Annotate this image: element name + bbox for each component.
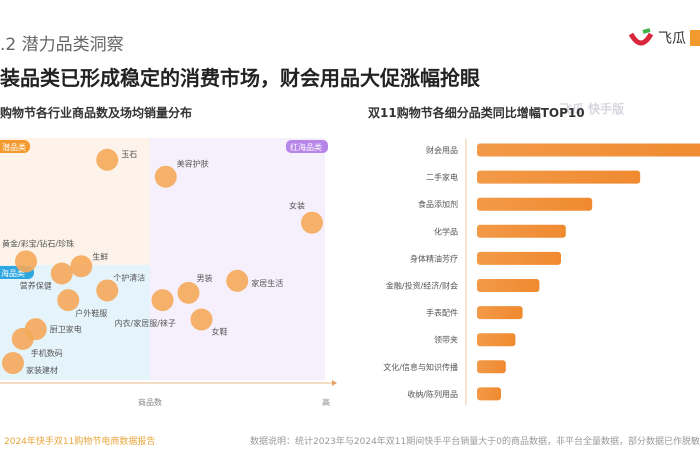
bubble-label: 厨卫家电: [50, 324, 82, 334]
bar-label: 食品添加剂: [418, 199, 458, 209]
logo: 飞瓜: [628, 28, 700, 48]
section-heading: .2 潜力品类洞察: [0, 35, 124, 55]
bubble-label: 男装: [197, 273, 213, 283]
bar: [477, 143, 700, 157]
bubble-label: 家居生活: [251, 278, 283, 288]
bubble-label: 手机数码: [31, 348, 63, 358]
bubble: [154, 165, 177, 188]
bar: [477, 333, 516, 347]
bar-label: 化学品: [434, 226, 458, 236]
bar: [477, 224, 566, 238]
bar: [477, 197, 593, 211]
x-axis-arrow: [332, 380, 337, 386]
bar-label: 身体精油芳疗: [410, 253, 458, 263]
bar: [477, 251, 561, 265]
bar-label: 金融/投资/经济/财会: [386, 281, 458, 291]
bar: [477, 306, 523, 320]
tag-potential: [0, 140, 30, 153]
bubble: [11, 327, 34, 350]
tag-blue-label: 海品类: [1, 268, 25, 278]
bubble: [96, 148, 119, 171]
bar-label: 财会用品: [426, 145, 458, 155]
tag-potential-label: 潜品类: [2, 142, 26, 152]
x-axis-label: 商品数: [138, 397, 162, 407]
bubble: [177, 281, 200, 304]
bubble-label: 女装: [289, 201, 305, 211]
bar-title: 双11购物节各细分品类同比增幅TOP10: [368, 106, 585, 120]
bubble: [57, 289, 80, 312]
bar: [477, 387, 501, 401]
bubble-label: 美容护肤: [177, 159, 209, 169]
logo-icon: [628, 28, 654, 46]
logo-badge: [690, 30, 700, 46]
bubble-label: 家装建材: [26, 365, 58, 375]
bubble-label: 玉石: [121, 150, 137, 159]
bubble: [96, 279, 119, 302]
bar-label: 二手家电: [426, 172, 458, 182]
bubble: [50, 262, 73, 285]
bar: [477, 279, 540, 292]
bubble: [301, 211, 323, 234]
bubble: [151, 289, 174, 312]
bar-label: 文化/信息与知识传播: [383, 362, 458, 372]
quadrant-blue: [0, 265, 150, 380]
bar: [477, 170, 641, 184]
bubble-label: 营养保健: [20, 281, 52, 291]
quadrant-potential: [0, 138, 150, 265]
bubble: [15, 250, 37, 273]
tag-red-label: 红海品类: [290, 142, 322, 152]
bubble-label: 内衣/家居服/袜子: [115, 318, 176, 328]
bubble: [70, 255, 93, 278]
scatter-title: 购物节各行业商品数及场均销量分布: [0, 106, 193, 120]
logo-text: 飞瓜: [658, 31, 686, 47]
bubble-label: 户外鞋服: [75, 308, 107, 318]
bubble: [2, 352, 24, 375]
footer-source: 2024年快手双11购物节电商数据报告: [4, 437, 156, 447]
bubble-label: 生鲜: [92, 251, 108, 261]
tag-red: [286, 140, 328, 153]
bubble-label: 个护清洁: [113, 272, 145, 282]
bubble-label: 女鞋: [212, 327, 228, 337]
bubble: [190, 308, 213, 331]
footer-note: 数据说明：统计2023年与2024年双11期间快手平台销量大于0的商品数据，非平…: [250, 437, 700, 447]
bubble: [226, 269, 249, 292]
bubble-label: 黄金/彩宝/钻石/珍珠: [2, 238, 74, 248]
page-title: 装品类已形成稳定的消费市场，财会用品大促涨幅抢眼: [0, 66, 480, 90]
bar-label: 收纳/陈列用品: [407, 389, 458, 399]
bar-label: 领带夹: [434, 335, 458, 345]
bar: [477, 360, 506, 374]
quadrant-red: [150, 138, 325, 380]
watermark: 飞瓜 快手版: [560, 102, 625, 116]
x-axis-high-label: 高: [322, 397, 330, 407]
bar-label: 手表配件: [426, 308, 458, 318]
